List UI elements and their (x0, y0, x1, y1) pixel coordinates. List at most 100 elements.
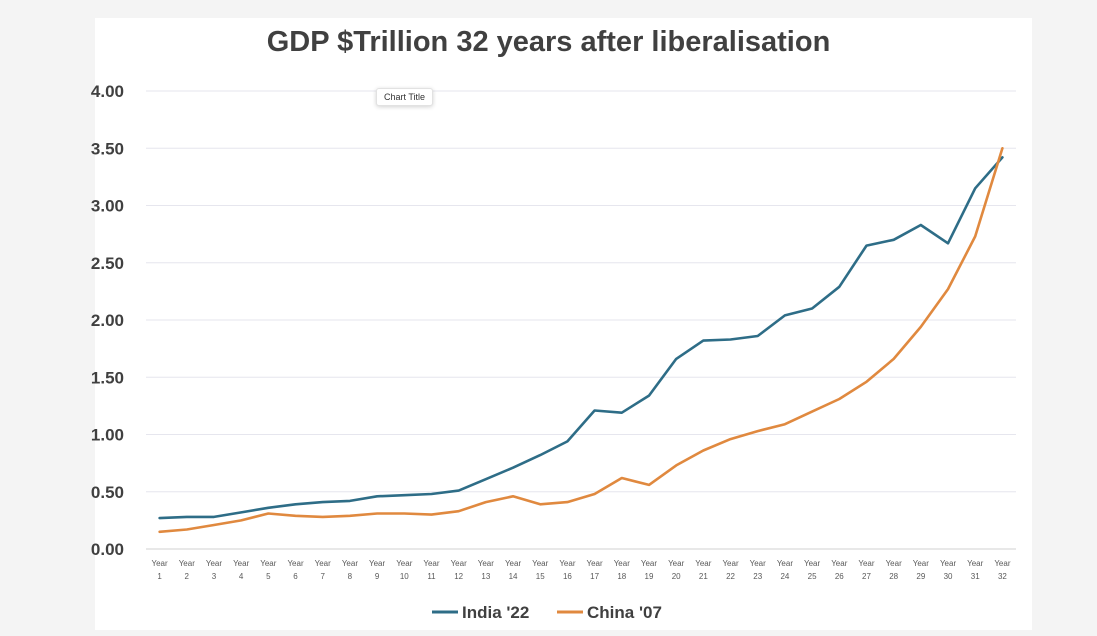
x-tick-label: Year 7 (315, 559, 332, 581)
x-tick-label-word: Year (505, 559, 522, 568)
x-tick-label-word: Year (614, 559, 631, 568)
x-tick-label: Year 17 (587, 559, 604, 581)
x-tick-label-word: Year (831, 559, 848, 568)
chart-title: GDP $Trillion 32 years after liberalisat… (266, 26, 831, 58)
x-tick-label-number: 23 (753, 572, 762, 581)
x-tick-label: Year 8 (342, 559, 359, 581)
x-tick-label-word: Year (913, 559, 930, 568)
x-tick-label: Year 22 (722, 559, 739, 581)
x-tick-label-word: Year (179, 559, 196, 568)
x-tick-label: Year 29 (913, 559, 930, 581)
x-tick-label: Year 5 (260, 559, 277, 581)
x-tick-label: Year 32 (994, 559, 1011, 581)
x-tick-label-number: 10 (400, 572, 409, 581)
x-tick-label: Year 14 (505, 559, 522, 581)
x-tick-label-word: Year (695, 559, 712, 568)
x-tick-label-number: 13 (481, 572, 490, 581)
x-tick-label: Year 1 (152, 559, 169, 581)
x-tick-label-number: 16 (563, 572, 572, 581)
x-tick-label-word: Year (777, 559, 794, 568)
x-tick-label: Year 9 (369, 559, 386, 581)
x-tick-label: Year 11 (423, 559, 440, 581)
y-tick-label: 3.00 (91, 197, 124, 216)
x-tick-label-word: Year (587, 559, 604, 568)
x-tick-label: Year 25 (804, 559, 821, 581)
x-tick-label: Year 23 (750, 559, 767, 581)
x-tick-label-number: 2 (185, 572, 190, 581)
x-tick-label-word: Year (641, 559, 658, 568)
x-tick-label: Year 19 (641, 559, 658, 581)
x-tick-label-word: Year (532, 559, 549, 568)
x-tick-label: Year 26 (831, 559, 848, 581)
x-tick-label: Year 20 (668, 559, 685, 581)
y-tick-label: 2.50 (91, 254, 124, 273)
x-tick-label-number: 9 (375, 572, 380, 581)
x-tick-label: Year 10 (396, 559, 413, 581)
y-tick-label: 0.50 (91, 483, 124, 502)
x-tick-label-number: 6 (293, 572, 298, 581)
x-tick-label-number: 14 (509, 572, 518, 581)
chart-panel (95, 18, 1032, 630)
y-tick-label: 0.00 (91, 540, 124, 559)
x-tick-label-number: 25 (808, 572, 817, 581)
x-tick-label: Year 4 (233, 559, 250, 581)
x-tick-label-number: 27 (862, 572, 871, 581)
x-tick-label: Year 21 (695, 559, 712, 581)
x-tick-label-word: Year (233, 559, 250, 568)
y-tick-label: 3.50 (91, 139, 124, 158)
x-tick-label: Year 12 (451, 559, 468, 581)
x-tick-label-word: Year (315, 559, 332, 568)
x-tick-label-word: Year (478, 559, 495, 568)
x-tick-label-number: 1 (157, 572, 162, 581)
x-tick-label: Year 24 (777, 559, 794, 581)
x-tick-label-number: 11 (427, 572, 436, 581)
x-tick-label-word: Year (342, 559, 359, 568)
x-tick-label: Year 18 (614, 559, 631, 581)
x-tick-label-word: Year (722, 559, 739, 568)
chart-title-tooltip: Chart Title (376, 88, 434, 106)
x-tick-label-number: 30 (944, 572, 953, 581)
x-tick-label-word: Year (804, 559, 821, 568)
x-tick-label: Year 13 (478, 559, 495, 581)
x-tick-label: Year 2 (179, 559, 196, 581)
x-tick-label-number: 20 (672, 572, 681, 581)
x-tick-label-word: Year (940, 559, 957, 568)
x-tick-label-word: Year (994, 559, 1011, 568)
y-tick-label: 1.00 (91, 426, 124, 445)
x-tick-label: Year 16 (559, 559, 576, 581)
x-tick-label-word: Year (750, 559, 767, 568)
x-tick-label-number: 5 (266, 572, 271, 581)
x-tick-label-number: 3 (212, 572, 217, 581)
series-line-0 (158, 156, 1004, 520)
x-tick-label: Year 15 (532, 559, 549, 581)
series-line-1 (158, 147, 1004, 534)
x-tick-label-word: Year (858, 559, 875, 568)
x-tick-label-word: Year (206, 559, 223, 568)
x-tick-label-word: Year (396, 559, 413, 568)
x-tick-label-number: 21 (699, 572, 708, 581)
x-tick-label-word: Year (451, 559, 468, 568)
x-tick-label-word: Year (967, 559, 984, 568)
x-tick-label-number: 29 (916, 572, 925, 581)
y-tick-label: 2.00 (91, 311, 124, 330)
x-tick-label-number: 12 (454, 572, 463, 581)
x-tick-label-number: 28 (889, 572, 898, 581)
y-tick-label: 1.50 (91, 368, 124, 387)
x-tick-label-number: 4 (239, 572, 244, 581)
x-tick-label-number: 26 (835, 572, 844, 581)
x-tick-label-word: Year (260, 559, 277, 568)
x-tick-label-number: 31 (971, 572, 980, 581)
x-tick-label: Year 28 (886, 559, 903, 581)
x-tick-label-number: 19 (645, 572, 654, 581)
x-tick-label-number: 15 (536, 572, 545, 581)
x-tick-label: Year 6 (287, 559, 304, 581)
x-tick-label-number: 32 (998, 572, 1007, 581)
y-tick-label: 4.00 (91, 82, 124, 101)
x-tick-label-word: Year (152, 559, 169, 568)
legend-label: India '22 (462, 603, 529, 622)
x-tick-label-word: Year (287, 559, 304, 568)
x-tick-label-number: 18 (617, 572, 626, 581)
x-tick-label-word: Year (886, 559, 903, 568)
